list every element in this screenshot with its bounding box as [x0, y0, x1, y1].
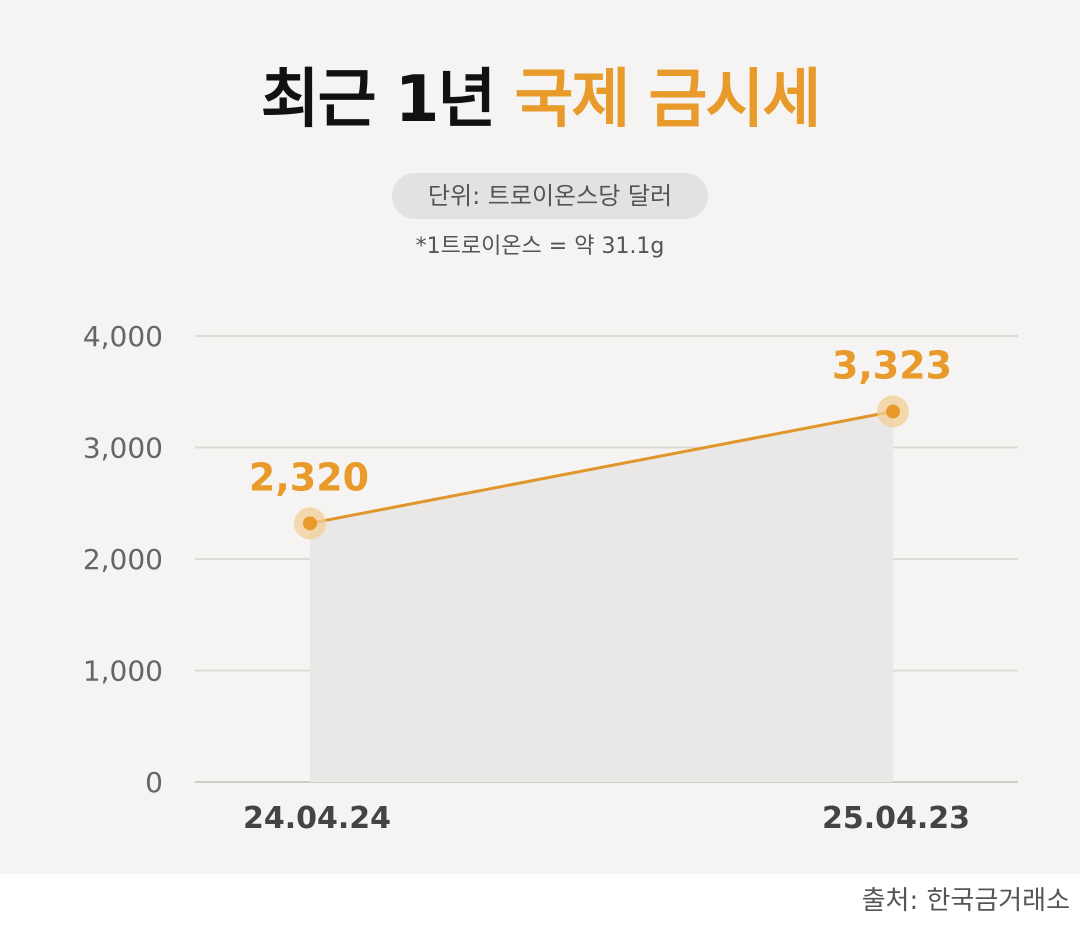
y-tick-label: 1,000 — [83, 655, 163, 688]
x-tick-label: 24.04.24 — [243, 801, 391, 836]
data-point — [303, 516, 317, 531]
unit-badge: 단위: 트로이온스당 달러 — [392, 173, 708, 219]
y-tick-label: 0 — [145, 766, 163, 799]
line-chart: 4,000 3,000 2,000 1,000 0 2,320 3,323 24.04.24 2… — [83, 320, 1018, 836]
x-tick-label: 25.04.23 — [822, 801, 970, 836]
source-credit: 출처: 한국금거래소 — [861, 886, 1070, 916]
data-label: 3,323 — [832, 343, 952, 387]
title-highlight: 국제 금시세 — [514, 63, 822, 137]
page-title: 최근 1년 국제 금시세 — [0, 62, 1080, 139]
chart-card: 최근 1년 국제 금시세 단위: 트로이온스당 달러 *1트로이온스 = 약 3… — [0, 0, 1080, 874]
data-point — [886, 404, 900, 419]
y-tick-label: 2,000 — [83, 543, 163, 576]
y-tick-label: 3,000 — [83, 432, 163, 465]
y-tick-label: 4,000 — [83, 320, 163, 353]
data-label: 2,320 — [249, 455, 369, 499]
unit-note: *1트로이온스 = 약 31.1g — [415, 234, 665, 259]
title-prefix: 최근 1년 — [260, 63, 496, 137]
area-fill — [310, 411, 893, 782]
series-line — [309, 410, 894, 525]
